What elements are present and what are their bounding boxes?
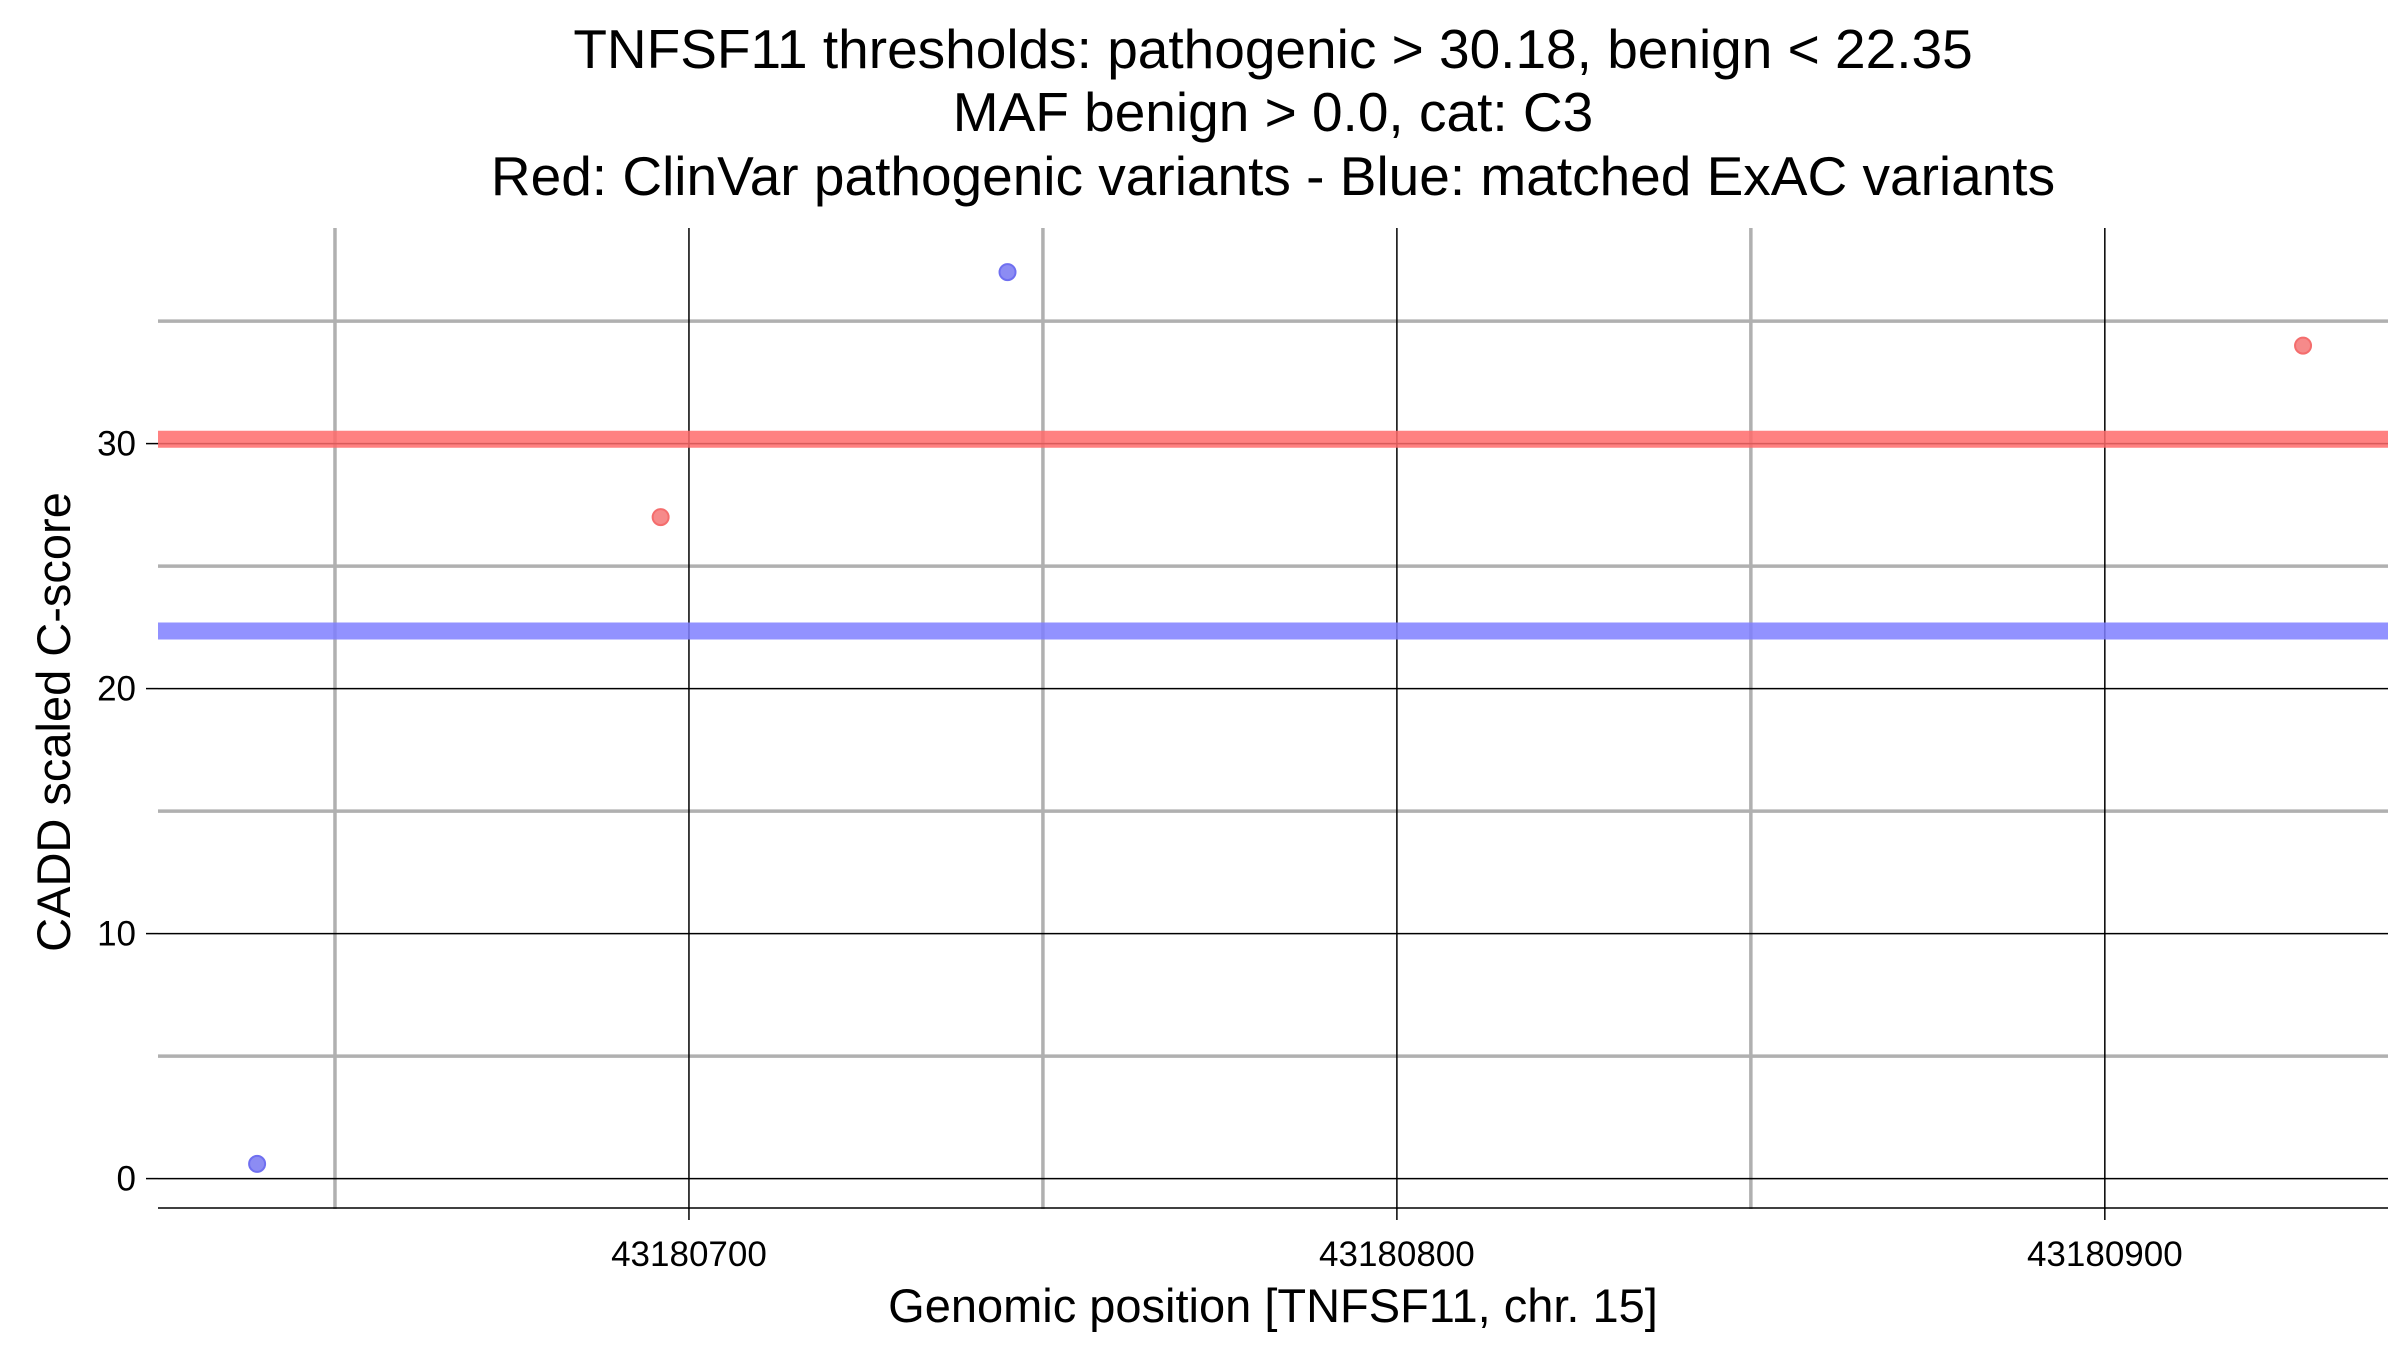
data-points: [248, 263, 2313, 1173]
y-tick-label: 20: [97, 670, 136, 709]
data-point-series-1: [998, 263, 1017, 282]
x-tick-label: 43180800: [1319, 1235, 1475, 1274]
data-point-series-1: [248, 1154, 267, 1173]
y-tick-label: 30: [97, 425, 136, 464]
chart-title-line-2: MAF benign > 0.0, cat: C3: [953, 81, 1593, 143]
x-tick-label: 43180900: [2027, 1235, 2183, 1274]
chart-title-line-3: Red: ClinVar pathogenic variants - Blue:…: [491, 145, 2055, 207]
y-tick-label: 0: [117, 1160, 136, 1199]
y-tick-label: 10: [97, 915, 136, 954]
data-point-series-0: [2294, 336, 2313, 355]
minor-gridlines: [158, 228, 2388, 1209]
chart-title-line-1: TNFSF11 thresholds: pathogenic > 30.18, …: [573, 18, 1972, 80]
x-tick-label: 43180700: [611, 1235, 767, 1274]
threshold-lines: [158, 430, 2388, 640]
axes: 43180700 43180800 43180900 0 10 20 30: [97, 425, 2388, 1274]
major-gridlines: [158, 228, 2388, 1209]
data-point-series-0: [651, 508, 670, 527]
x-axis-title: Genomic position [TNFSF11, chr. 15]: [888, 1279, 1658, 1332]
y-axis-title: CADD scaled C-score: [27, 492, 80, 952]
